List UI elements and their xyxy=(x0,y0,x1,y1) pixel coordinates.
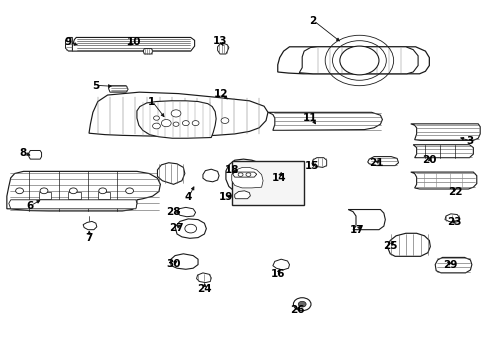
Circle shape xyxy=(16,188,23,194)
Circle shape xyxy=(245,173,250,176)
Polygon shape xyxy=(83,221,97,230)
Circle shape xyxy=(125,188,133,194)
Polygon shape xyxy=(347,210,385,230)
Text: 1: 1 xyxy=(148,96,155,107)
Polygon shape xyxy=(367,157,398,166)
Circle shape xyxy=(40,188,48,194)
Circle shape xyxy=(69,188,77,194)
Circle shape xyxy=(298,301,305,307)
Polygon shape xyxy=(434,257,471,273)
Polygon shape xyxy=(143,49,152,54)
Text: 6: 6 xyxy=(27,201,34,211)
Text: 23: 23 xyxy=(447,217,461,228)
Bar xyxy=(231,161,304,205)
Polygon shape xyxy=(65,37,72,51)
Polygon shape xyxy=(217,43,228,54)
Circle shape xyxy=(184,224,196,233)
Text: 18: 18 xyxy=(224,165,239,175)
Polygon shape xyxy=(108,86,128,92)
Polygon shape xyxy=(175,219,206,238)
Polygon shape xyxy=(412,145,472,158)
Text: 11: 11 xyxy=(303,113,317,123)
Circle shape xyxy=(221,118,228,123)
Text: 9: 9 xyxy=(65,37,72,48)
Circle shape xyxy=(161,120,171,127)
Text: 7: 7 xyxy=(85,233,93,243)
Text: 21: 21 xyxy=(368,158,383,168)
Text: 13: 13 xyxy=(212,36,227,46)
Polygon shape xyxy=(410,172,476,189)
Bar xyxy=(39,192,51,199)
Circle shape xyxy=(173,122,179,126)
Circle shape xyxy=(192,121,199,126)
Text: 22: 22 xyxy=(447,186,462,197)
Text: 20: 20 xyxy=(421,155,436,165)
Text: 19: 19 xyxy=(218,192,233,202)
Polygon shape xyxy=(137,101,216,138)
Polygon shape xyxy=(225,159,267,194)
Polygon shape xyxy=(444,214,459,222)
Polygon shape xyxy=(196,273,211,283)
Circle shape xyxy=(339,46,378,75)
Bar xyxy=(98,192,110,199)
Polygon shape xyxy=(232,172,256,177)
Polygon shape xyxy=(267,112,382,130)
Polygon shape xyxy=(386,233,429,256)
Polygon shape xyxy=(272,259,289,270)
Text: 28: 28 xyxy=(166,207,181,217)
Circle shape xyxy=(152,123,160,129)
Polygon shape xyxy=(177,207,195,217)
Polygon shape xyxy=(9,200,137,209)
Text: 29: 29 xyxy=(442,260,456,270)
Text: 14: 14 xyxy=(271,173,285,183)
Text: 25: 25 xyxy=(382,240,397,251)
Text: 16: 16 xyxy=(270,269,285,279)
Polygon shape xyxy=(157,163,184,184)
Text: 4: 4 xyxy=(184,192,192,202)
Polygon shape xyxy=(203,169,219,182)
Text: 5: 5 xyxy=(92,81,99,91)
Polygon shape xyxy=(7,171,160,211)
Polygon shape xyxy=(170,254,198,269)
Bar xyxy=(68,192,81,199)
Polygon shape xyxy=(89,92,267,136)
Polygon shape xyxy=(72,37,194,51)
Circle shape xyxy=(153,116,159,120)
Text: 24: 24 xyxy=(197,284,211,294)
Text: 10: 10 xyxy=(127,37,142,48)
Polygon shape xyxy=(231,167,263,188)
Text: 2: 2 xyxy=(309,16,316,26)
Circle shape xyxy=(182,121,189,126)
Circle shape xyxy=(293,298,310,311)
Polygon shape xyxy=(299,47,417,74)
Text: 30: 30 xyxy=(166,258,181,269)
Text: 27: 27 xyxy=(168,222,183,233)
Circle shape xyxy=(99,188,106,194)
Text: 12: 12 xyxy=(213,89,228,99)
Circle shape xyxy=(238,173,243,176)
Polygon shape xyxy=(410,124,479,140)
Text: 26: 26 xyxy=(289,305,304,315)
Circle shape xyxy=(171,110,181,117)
Polygon shape xyxy=(277,47,428,74)
Polygon shape xyxy=(311,158,326,167)
Text: 8: 8 xyxy=(20,148,27,158)
Text: 17: 17 xyxy=(349,225,364,235)
Polygon shape xyxy=(29,150,41,159)
Text: 15: 15 xyxy=(304,161,319,171)
Polygon shape xyxy=(234,191,250,199)
Text: 3: 3 xyxy=(465,136,472,146)
